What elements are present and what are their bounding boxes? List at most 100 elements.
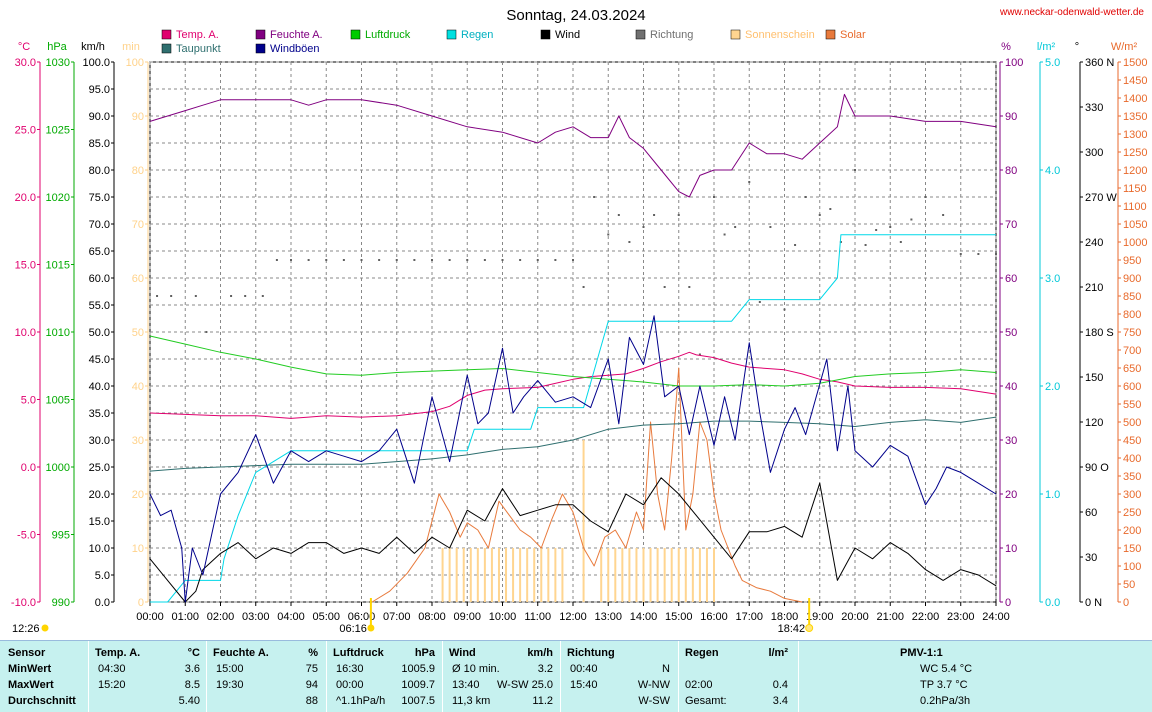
header-sensor: Sensor (8, 647, 46, 659)
dewpoint-line (149, 416, 997, 472)
sunset-time: 18:42 (778, 623, 806, 635)
solar-axis-tick-label: 550 (1123, 399, 1141, 411)
direction-point (483, 259, 486, 261)
direction-point (794, 244, 797, 246)
legend-label: Feuchte A. (270, 29, 323, 41)
humidity-time: 19:30 (216, 679, 244, 691)
wind-axis-tick-label: 90.0 (89, 111, 110, 123)
direction-point (536, 259, 539, 261)
direction-time: 00:40 (570, 663, 598, 675)
direction-value: N (662, 663, 670, 675)
temperature-axis-tick-label: 15.0 (15, 260, 36, 272)
sunshine-bar (656, 548, 659, 602)
direction-axis-tick-label: 90 O (1085, 462, 1109, 474)
sunrise-icon (367, 624, 375, 632)
solar-axis-tick-label: 1100 (1123, 201, 1147, 213)
humidity-time: 15:00 (216, 663, 244, 675)
x-tick-label: 02:00 (207, 611, 235, 623)
direction-point (698, 353, 701, 356)
direction-point (307, 259, 310, 261)
weather-chart-svg: Sonntag, 24.03.2024 www.neckar-odenwald-w… (11, 7, 1148, 635)
axis-unit: ° (1075, 41, 1079, 53)
sunshine-bar (448, 548, 451, 602)
pressure-axis-tick-label: 1010 (46, 327, 70, 339)
x-tick-label: 12:00 (559, 611, 587, 623)
sunshine-bar (698, 548, 701, 602)
temperature-axis-tick-label: 5.0 (21, 395, 36, 407)
direction-point (325, 259, 328, 261)
direction-axis-tick-label: 180 S (1085, 327, 1114, 339)
wind-value: W-SW 25.0 (496, 679, 553, 691)
sunshine-bar (635, 548, 638, 602)
rain-axis-tick-label: 0.0 (1045, 597, 1060, 609)
pressure-line (149, 335, 997, 387)
humidity-axis-tick-label: 80 (1005, 165, 1017, 177)
pmv-value: WC 5.4 °C (920, 663, 973, 675)
wind-axis-tick-label: 25.0 (89, 462, 110, 474)
direction-point (748, 181, 751, 183)
direction-point (519, 259, 522, 261)
wind-axis-tick-label: 80.0 (89, 165, 110, 177)
direction-point (854, 169, 856, 171)
sunshine-bar (663, 548, 666, 602)
x-tick-label: 05:00 (312, 611, 340, 623)
solar-axis-tick-label: 700 (1123, 345, 1141, 357)
x-tick-label: 07:00 (383, 611, 411, 623)
pressure-axis-tick-label: 1000 (46, 462, 70, 474)
solar-axis-tick-label: 100 (1123, 561, 1141, 573)
wind-value: 11.2 (532, 695, 553, 707)
wind-axis-tick-label: 15.0 (89, 516, 110, 528)
solar-axis-tick-label: 1500 (1123, 57, 1147, 69)
rain-line (150, 234, 996, 603)
humidity-value: 94 (305, 679, 318, 691)
wind-axis-tick-label: 45.0 (89, 354, 110, 366)
header-temp-unit: °C (187, 647, 200, 659)
solar-axis-tick-label: 1300 (1123, 129, 1147, 141)
axis-unit: % (1001, 41, 1011, 53)
pmv-value: TP 3.7 °C (920, 679, 968, 691)
direction-point (413, 259, 416, 261)
website-link: www.neckar-odenwald-wetter.de (999, 7, 1144, 18)
legend-label: Richtung (650, 29, 693, 41)
direction-point (769, 226, 772, 228)
temperature-axis-tick-label: 25.0 (15, 125, 36, 137)
direction-point (942, 214, 945, 216)
pressure-axis-tick-label: 995 (52, 530, 70, 542)
header-humidity: Feuchte A. (213, 647, 269, 659)
temperature-axis-tick-label: -5.0 (17, 530, 36, 542)
direction-point (448, 259, 451, 261)
header-humidity-unit: % (308, 647, 318, 659)
column-divider (678, 641, 679, 712)
rain-time: Gesamt: (685, 695, 727, 707)
wind-time: 11,3 km (452, 695, 491, 707)
sunshine-bar (483, 548, 486, 602)
direction-axis-tick-label: 210 (1085, 282, 1103, 294)
solar-axis-tick-label: 950 (1123, 255, 1141, 267)
direction-point (593, 196, 596, 198)
x-tick-label: 03:00 (242, 611, 270, 623)
rain-value: 0.4 (772, 679, 788, 691)
direction-point (395, 259, 398, 261)
temperature-axis-tick-label: -10.0 (11, 597, 36, 609)
sunshine-bar (691, 548, 694, 602)
direction-point (829, 208, 832, 210)
direction-point (194, 295, 197, 297)
sunshine-bar (607, 548, 610, 602)
header-wind-unit: km/h (527, 647, 553, 659)
sunshine-bar (540, 548, 543, 602)
sunshine-bar (670, 548, 673, 602)
direction-point (501, 259, 504, 261)
solar-axis-tick-label: 1400 (1123, 93, 1147, 105)
solar-line (371, 367, 803, 603)
direction-axis-tick-label: 0 N (1085, 597, 1102, 609)
temperature-axis-tick-label: 0.0 (21, 462, 36, 474)
direction-point (170, 295, 173, 297)
solar-axis-tick-label: 650 (1123, 363, 1141, 375)
temp-value: 3.6 (184, 663, 200, 675)
solar-axis-tick-label: 400 (1123, 453, 1141, 465)
x-tick-label: 00:00 (136, 611, 164, 623)
x-tick-label: 21:00 (876, 611, 904, 623)
wind-line (149, 477, 997, 603)
x-tick-label: 14:00 (630, 611, 658, 623)
sunshine-bar (554, 548, 557, 602)
